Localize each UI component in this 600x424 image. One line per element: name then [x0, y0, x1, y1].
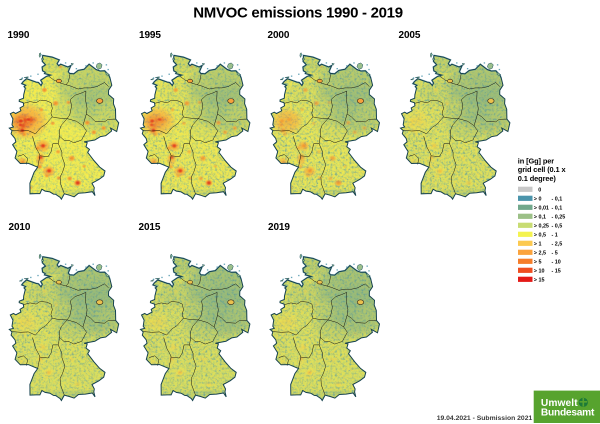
svg-text:> 10: > 10 — [534, 268, 545, 274]
svg-text:> 5: > 5 — [534, 259, 542, 265]
svg-text:> 0,5: > 0,5 — [534, 232, 546, 238]
svg-text:19.04.2021 - Submission 2021: 19.04.2021 - Submission 2021 — [437, 415, 533, 422]
svg-text:> 1: > 1 — [534, 241, 542, 247]
svg-text:0: 0 — [538, 187, 541, 193]
svg-text:- 10: - 10 — [552, 259, 561, 265]
svg-text:- 1: - 1 — [552, 232, 558, 238]
svg-text:1995: 1995 — [139, 30, 161, 41]
svg-text:- 5: - 5 — [552, 250, 558, 256]
svg-text:- 0,25: - 0,25 — [552, 214, 566, 220]
svg-text:1990: 1990 — [8, 30, 30, 41]
svg-text:> 2,5: > 2,5 — [534, 250, 546, 256]
svg-text:> 0,25: > 0,25 — [534, 223, 549, 229]
svg-text:2000: 2000 — [268, 30, 290, 41]
svg-text:in [Gg] per: in [Gg] per — [518, 156, 554, 165]
svg-text:> 15: > 15 — [534, 277, 545, 283]
svg-text:2019: 2019 — [268, 222, 290, 233]
svg-text:- 2,5: - 2,5 — [552, 241, 563, 247]
svg-text:> 0,1: > 0,1 — [534, 214, 546, 220]
svg-text:2005: 2005 — [399, 30, 421, 41]
svg-text:- 15: - 15 — [552, 268, 561, 274]
svg-text:0.1 degree): 0.1 degree) — [518, 174, 557, 183]
svg-text:> 0,01: > 0,01 — [534, 205, 549, 211]
svg-text:- 0,5: - 0,5 — [552, 223, 563, 229]
svg-text:Bundesamt: Bundesamt — [541, 407, 595, 418]
svg-text:NMVOC emissions 1990 - 2019: NMVOC emissions 1990 - 2019 — [193, 4, 403, 21]
svg-text:2015: 2015 — [139, 222, 161, 233]
svg-text:> 0: > 0 — [534, 196, 542, 202]
svg-text:Umwelt: Umwelt — [541, 398, 578, 409]
svg-text:- 0,1: - 0,1 — [552, 205, 563, 211]
svg-text:2010: 2010 — [9, 222, 31, 233]
svg-text:- 0,1: - 0,1 — [552, 196, 563, 202]
svg-text:grid cell (0.1 x: grid cell (0.1 x — [518, 165, 567, 174]
